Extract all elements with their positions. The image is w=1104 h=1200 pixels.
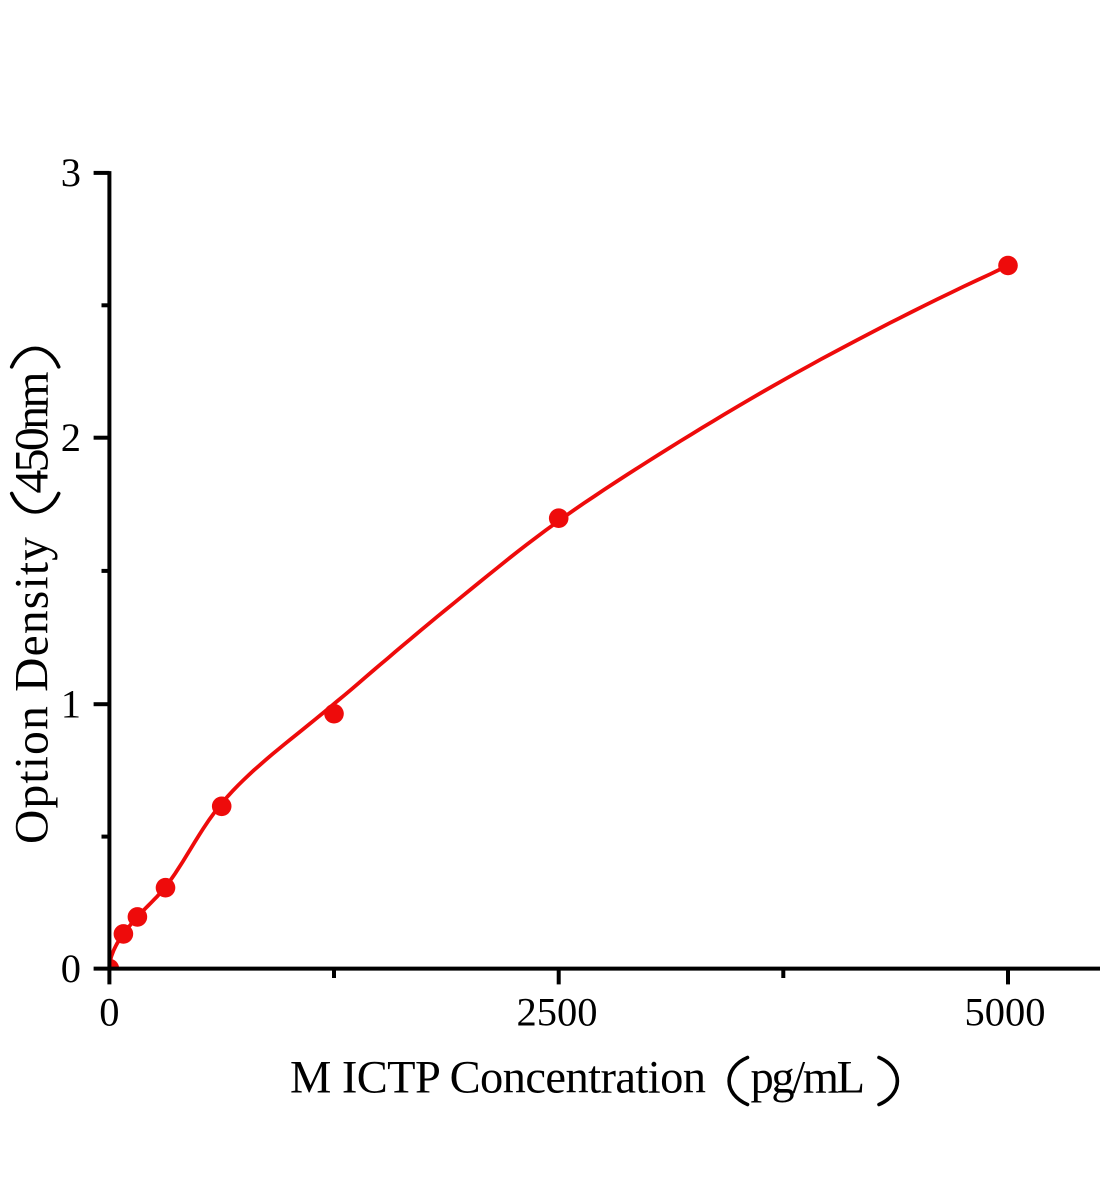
svg-text:450nm: 450nm [7, 371, 59, 493]
svg-text:0: 0 [61, 946, 81, 991]
svg-text:5000: 5000 [965, 990, 1046, 1035]
svg-text:2500: 2500 [517, 990, 598, 1035]
svg-text:pg/mL: pg/mL [751, 1052, 866, 1103]
svg-text:2: 2 [61, 415, 81, 460]
svg-text:M ICTP Concentration: M ICTP Concentration [290, 1052, 706, 1103]
svg-text:3: 3 [61, 150, 81, 195]
svg-text:0: 0 [99, 990, 119, 1035]
svg-text:1: 1 [61, 682, 81, 727]
svg-text:Option Density: Option Density [7, 537, 59, 844]
